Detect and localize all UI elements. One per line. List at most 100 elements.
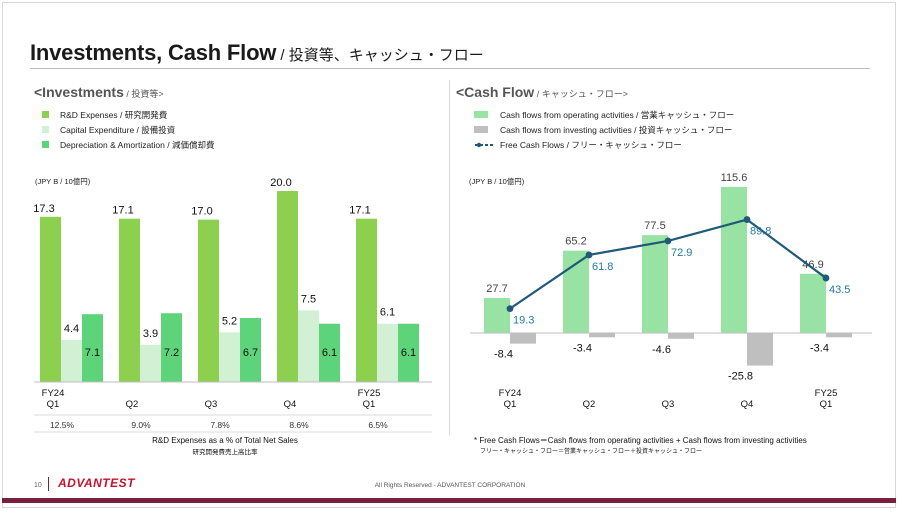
page-title: Investments, Cash Flow / 投資等、キャッシュ・フロー [30, 36, 484, 69]
fcf-definition-note: * Free Cash Flows＝Cash flows from operat… [474, 436, 807, 445]
category-label: Q2 [583, 399, 596, 410]
category-label: FY24 [499, 388, 522, 399]
bar-operating-cf [721, 187, 747, 333]
data-label: 3.9 [143, 328, 158, 340]
legend-label: Capital Expenditure / 設備投資 [60, 124, 176, 135]
category-label: Q4 [284, 399, 297, 410]
legend-label: Cash flows from investing activities / 投… [500, 124, 733, 135]
fcf-definition-note-jp: フリー・キャッシュ・フロー＝営業キャッシュ・フロー＋投資キャッシュ・フロー [480, 449, 703, 455]
bar-investments [40, 216, 61, 382]
category-label: Q2 [126, 399, 139, 410]
data-label: 4.4 [64, 323, 79, 335]
fcf-point [822, 274, 830, 282]
rd-ratio-value: 6.5% [368, 420, 388, 430]
category-label: Q1 [363, 399, 376, 410]
category-label: FY24 [42, 388, 65, 399]
category-label: FY25 [815, 388, 838, 399]
bar-investments [377, 323, 398, 382]
data-label-operating: 65.2 [565, 236, 586, 248]
legend-swatch [42, 141, 49, 148]
bar-investing-cf [668, 333, 694, 339]
bar-investments [198, 219, 219, 382]
rd-ratio-label-jp: 研究開発費売上高比率 [192, 449, 258, 456]
data-label: 6.1 [401, 347, 416, 359]
data-label: 17.1 [112, 205, 133, 217]
cashflow-section-title: <Cash Flow / キャッシュ・フロー> [456, 84, 628, 100]
data-label: 17.3 [33, 203, 54, 215]
data-label-investing: -4.6 [652, 344, 671, 356]
fcf-point [664, 237, 672, 245]
data-label-investing: -8.4 [494, 349, 513, 361]
legend-item-rd: R&D Expenses / 研究開発費 [42, 107, 214, 122]
rd-ratio-value: 9.0% [131, 420, 151, 430]
bar-investments [277, 191, 298, 382]
rd-ratio-value: 7.8% [210, 420, 230, 430]
bar-investing-cf [589, 333, 615, 338]
investments-section-title: <Investments / 投資等> [34, 84, 164, 100]
bar-investments [398, 323, 419, 382]
legend-item-depreciation: Depreciation & Amortization / 減価償却費 [42, 137, 214, 152]
data-label: 7.1 [85, 347, 100, 359]
bar-investments [140, 344, 161, 382]
category-label: Q1 [504, 399, 517, 410]
investments-title-jp: / 投資等> [123, 89, 164, 99]
fcf-point [585, 251, 593, 259]
investments-title-en: <Investments [34, 84, 124, 100]
bar-operating-cf [642, 235, 668, 333]
bar-investments [161, 313, 182, 382]
rd-ratio-value: 8.6% [289, 420, 309, 430]
bar-investments [119, 218, 140, 382]
legend-line-marker [475, 142, 495, 147]
bar-investments [82, 314, 103, 382]
bar-investments [240, 318, 261, 382]
bar-investing-cf [826, 333, 852, 338]
legend-item-operating: Cash flows from operating activities / 営… [474, 107, 734, 122]
page-title-en: Investments, Cash Flow [30, 40, 277, 65]
data-label: 6.1 [322, 347, 337, 359]
page-title-jp: / 投資等、キャッシュ・フロー [276, 47, 484, 64]
data-label: 6.1 [380, 307, 395, 319]
fcf-point [743, 216, 751, 223]
bar-investments [356, 218, 377, 382]
panel-divider [449, 80, 450, 435]
cashflow-legend: Cash flows from operating activities / 営… [474, 107, 734, 152]
bar-investments [298, 310, 319, 382]
bar-investments [319, 323, 340, 382]
legend-item-investing: Cash flows from investing activities / 投… [474, 122, 734, 137]
data-label: 7.5 [301, 293, 316, 305]
data-label: 17.1 [349, 205, 370, 217]
legend-item-capex: Capital Expenditure / 設備投資 [42, 122, 214, 137]
copyright-text: All Rights Reserved - ADVANTEST CORPORAT… [374, 482, 526, 489]
rd-ratio-value: 12.5% [50, 420, 75, 430]
data-label-fcf: 43.5 [829, 284, 850, 296]
data-label-operating: 27.7 [486, 283, 507, 295]
footer-separator [48, 477, 49, 491]
cashflow-title-jp: / キャッシュ・フロー> [534, 89, 628, 99]
legend-swatch [42, 111, 49, 118]
rd-ratio-label: R&D Expenses as a % of Total Net Sales [152, 436, 298, 445]
title-divider [30, 68, 870, 69]
investments-unit-label: (JPY B / 10億円) [35, 177, 91, 186]
legend-swatch [474, 126, 488, 133]
data-label-operating: 77.5 [644, 220, 665, 232]
legend-label: Free Cash Flows / フリー・キャッシュ・フロー [500, 139, 682, 150]
data-label-investing: -25.8 [728, 371, 753, 383]
fcf-point [506, 305, 514, 313]
legend-label: R&D Expenses / 研究開発費 [60, 109, 168, 120]
data-label-fcf: 89.8 [750, 226, 771, 238]
footer-rule [2, 498, 896, 503]
legend-swatch [474, 111, 488, 118]
data-label: 6.7 [243, 347, 258, 359]
data-label-fcf: 72.9 [671, 247, 692, 259]
legend-item-fcf: Free Cash Flows / フリー・キャッシュ・フロー [474, 137, 734, 152]
category-label: Q3 [205, 399, 218, 410]
category-label: FY25 [358, 388, 381, 399]
legend-label: Cash flows from operating activities / 営… [500, 109, 735, 120]
data-label-operating: 46.9 [802, 259, 823, 271]
advantest-logo: ADVANTEST [58, 476, 135, 490]
bar-investing-cf [747, 333, 773, 366]
category-label: Q1 [820, 399, 833, 410]
data-label: 7.2 [164, 347, 179, 359]
